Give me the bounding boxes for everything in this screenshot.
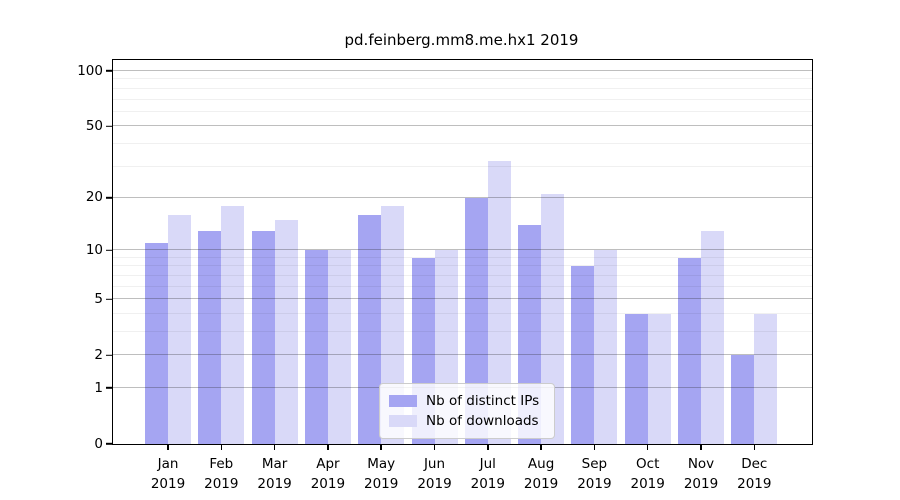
y-tick-mark-50 xyxy=(106,125,112,127)
minor-gridline-90 xyxy=(113,78,812,80)
bar-dec-distinct-ips xyxy=(731,355,755,444)
major-gridline-5 xyxy=(113,298,812,300)
x-tick-mark-feb xyxy=(220,445,223,450)
x-tick-label-mar: Mar 2019 xyxy=(257,456,292,493)
legend-item-downloads: Nb of downloads xyxy=(389,411,544,431)
bar-sep-downloads xyxy=(594,250,618,444)
chart-title: pd.feinberg.mm8.me.hx1 2019 xyxy=(344,31,579,49)
x-tick-mark-jan xyxy=(167,445,169,450)
x-tick-label-jul: Jul 2019 xyxy=(470,456,505,493)
x-tick-mark-dec xyxy=(753,445,756,450)
bar-may-distinct-ips xyxy=(358,215,382,444)
bar-feb-distinct-ips xyxy=(198,230,222,444)
x-tick-label-may: May 2019 xyxy=(364,456,399,493)
major-gridline-100 xyxy=(113,70,812,71)
x-tick-label-oct: Oct 2019 xyxy=(630,456,665,493)
minor-gridline-80 xyxy=(113,87,812,89)
y-tick-mark-2 xyxy=(106,354,112,356)
minor-gridline-60 xyxy=(113,110,812,112)
x-tick-mark-sep xyxy=(593,445,596,450)
major-gridline-10 xyxy=(113,249,812,251)
minor-gridline-7 xyxy=(113,274,812,276)
x-tick-mark-jun xyxy=(433,445,436,450)
y-tick-label-5: 5 xyxy=(94,290,103,307)
y-tick-mark-0 xyxy=(106,443,112,445)
minor-gridline-3 xyxy=(113,331,812,332)
x-tick-label-dec: Dec 2019 xyxy=(737,456,772,493)
y-tick-mark-10 xyxy=(106,249,112,251)
bar-feb-downloads xyxy=(221,206,245,444)
bar-apr-distinct-ips xyxy=(304,250,328,444)
bar-jan-distinct-ips xyxy=(145,243,168,444)
x-tick-mark-may xyxy=(380,445,382,450)
x-tick-mark-jul xyxy=(487,445,489,450)
plot-area: 100 50 20 10 5 2 1 0 Jan 2019 Feb 2019 Mar 2019 Apr 201… xyxy=(77,59,813,492)
bar-apr-downloads xyxy=(327,250,351,444)
minor-gridline-70 xyxy=(113,98,812,100)
chart-legend: Nb of distinct IPs Nb of downloads xyxy=(379,383,555,439)
legend-label-downloads: Nb of downloads xyxy=(426,413,539,429)
x-tick-mark-mar xyxy=(273,445,276,450)
x-tick-label-nov: Nov 2019 xyxy=(683,456,719,493)
y-tick-label-50: 50 xyxy=(85,117,103,134)
bar-sep-distinct-ips xyxy=(571,266,595,444)
bar-dec-downloads xyxy=(754,313,778,444)
y-tick-label-100: 100 xyxy=(77,62,103,79)
legend-swatch-downloads xyxy=(389,415,417,427)
y-tick-label-10: 10 xyxy=(85,241,103,258)
x-tick-label-jan: Jan 2019 xyxy=(150,456,186,493)
minor-gridline-6 xyxy=(113,285,812,287)
legend-item-distinct-ips: Nb of distinct IPs xyxy=(389,391,544,411)
minor-gridline-8 xyxy=(113,265,812,267)
bar-jan-downloads xyxy=(168,215,191,444)
major-gridline-20 xyxy=(113,196,812,198)
y-tick-label-20: 20 xyxy=(85,189,103,206)
y-tick-mark-5 xyxy=(106,298,112,300)
x-tick-mark-aug xyxy=(540,445,542,450)
y-tick-mark-1 xyxy=(106,387,112,389)
minor-gridline-30 xyxy=(113,165,812,167)
y-tick-mark-100 xyxy=(106,70,112,72)
x-tick-mark-nov xyxy=(700,445,702,450)
x-tick-label-jun: Jun 2019 xyxy=(417,456,452,493)
x-tick-mark-oct xyxy=(646,445,649,450)
legend-swatch-distinct-ips xyxy=(389,395,417,407)
y-tick-label-2: 2 xyxy=(94,346,103,363)
x-tick-label-feb: Feb 2019 xyxy=(204,456,239,493)
major-gridline-2 xyxy=(113,354,812,356)
y-tick-label-1: 1 xyxy=(94,379,103,396)
bar-oct-downloads xyxy=(647,313,671,444)
x-tick-label-apr: Apr 2019 xyxy=(310,456,346,493)
major-gridline-50 xyxy=(113,125,812,127)
bar-nov-downloads xyxy=(701,230,724,444)
minor-gridline-4 xyxy=(113,312,812,314)
x-tick-label-aug: Aug 2019 xyxy=(523,456,559,493)
bar-mar-downloads xyxy=(274,219,298,444)
bar-nov-distinct-ips xyxy=(678,257,701,444)
y-tick-mark-20 xyxy=(106,197,112,199)
x-tick-mark-apr xyxy=(327,445,329,450)
y-tick-label-0: 0 xyxy=(94,435,103,452)
minor-gridline-40 xyxy=(113,142,812,144)
x-tick-label-sep: Sep 2019 xyxy=(577,456,612,493)
minor-gridline-9 xyxy=(113,256,812,258)
bar-oct-distinct-ips xyxy=(624,313,648,444)
bar-mar-distinct-ips xyxy=(251,230,275,444)
legend-label-distinct-ips: Nb of distinct IPs xyxy=(426,393,540,409)
